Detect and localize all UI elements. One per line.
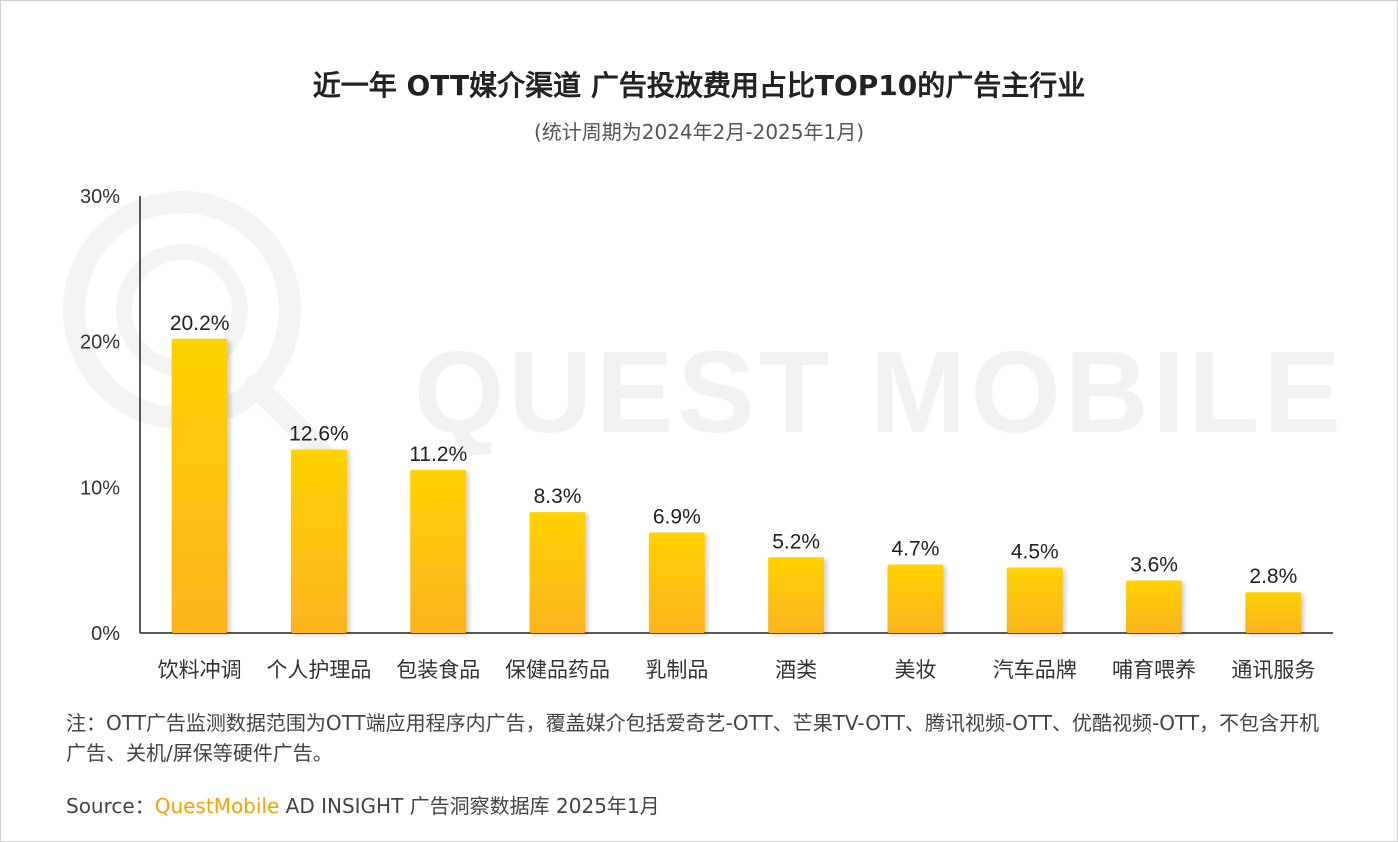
x-tick-label: 乳制品 <box>645 658 708 682</box>
chart-title: 近一年 OTT媒介渠道 广告投放费用占比TOP10的广告主行业 <box>312 69 1086 102</box>
bar <box>887 564 944 633</box>
footnote: 注：OTT广告监测数据范围为OTT端应用程序内广告，覆盖媒介包括爱奇艺-OTT、… <box>66 711 1320 765</box>
bar <box>768 557 825 633</box>
bar <box>290 449 347 633</box>
source-suffix: AD INSIGHT 广告洞察数据库 2025年1月 <box>279 794 660 818</box>
x-tick-label: 酒类 <box>775 658 817 682</box>
x-tick-label: 汽车品牌 <box>993 658 1077 682</box>
bar <box>1126 580 1183 633</box>
x-tick-label: 哺育喂养 <box>1112 658 1196 682</box>
x-tick-label: 个人护理品 <box>266 658 371 682</box>
x-tick-label: 饮料冲调 <box>158 658 242 682</box>
data-label: 11.2% <box>409 443 467 466</box>
bar <box>1245 592 1302 633</box>
x-tick-label: 保健品药品 <box>505 658 610 682</box>
data-label: 8.3% <box>534 485 582 508</box>
watermark-text: QUEST MOBILE <box>414 327 1345 457</box>
data-label: 2.8% <box>1249 565 1297 588</box>
y-tick-label: 10% <box>80 477 120 499</box>
data-label: 4.5% <box>1011 540 1059 563</box>
y-tick-label: 20% <box>80 332 120 354</box>
data-label: 5.2% <box>772 530 820 553</box>
bar <box>1006 567 1063 633</box>
bar <box>171 338 228 633</box>
x-tick-label: 美妆 <box>894 658 936 682</box>
data-label: 3.6% <box>1130 554 1178 577</box>
source-line: Source：QuestMobile AD INSIGHT 广告洞察数据库 20… <box>66 790 660 819</box>
x-tick-label: 包装食品 <box>396 658 480 682</box>
chart-subtitle: (统计周期为2024年2月-2025年1月) <box>533 120 865 144</box>
y-tick-label: 0% <box>91 623 120 645</box>
x-tick-label: 通讯服务 <box>1231 658 1315 682</box>
bar <box>648 532 705 633</box>
data-label: 12.6% <box>289 422 349 445</box>
data-label: 20.2% <box>170 312 230 335</box>
bar <box>529 512 586 633</box>
data-label: 6.9% <box>653 505 701 528</box>
data-label: 4.7% <box>892 538 940 561</box>
y-tick-label: 30% <box>80 186 120 208</box>
source-prefix: Source： <box>66 794 155 818</box>
source-brand: QuestMobile <box>154 794 280 818</box>
bar <box>410 469 467 633</box>
